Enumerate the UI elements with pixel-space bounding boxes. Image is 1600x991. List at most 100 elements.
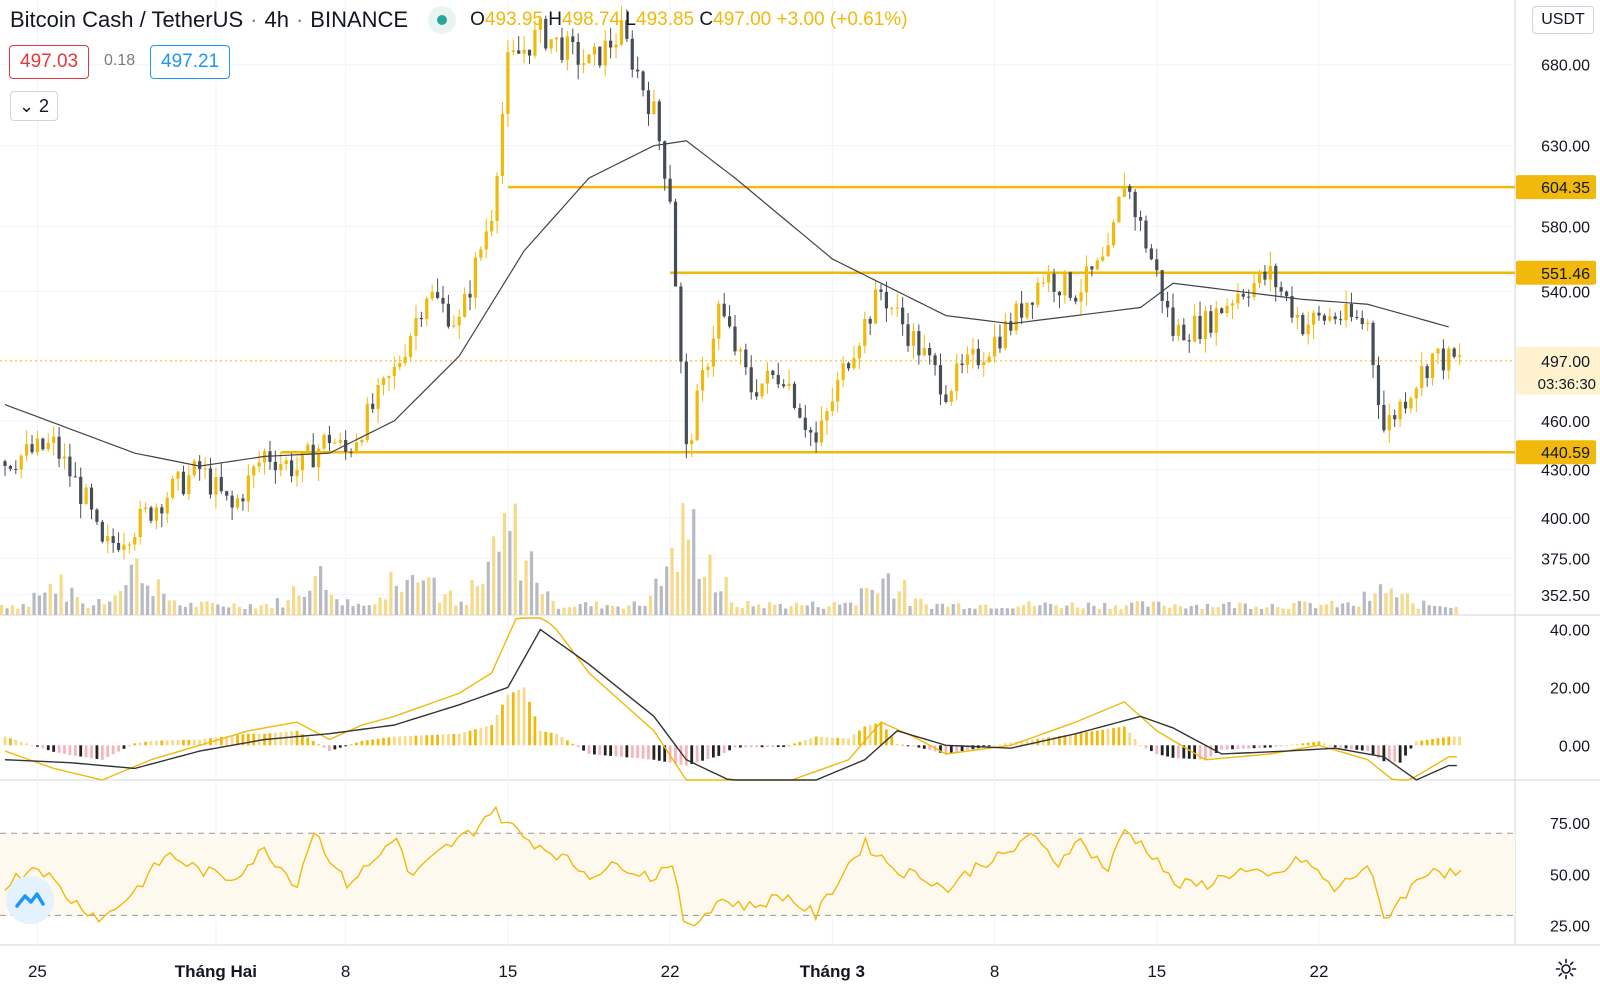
macd-histogram-bar [1447, 736, 1451, 746]
macd-histogram-bar [79, 745, 83, 757]
candle-body [1414, 388, 1418, 399]
candle-body [538, 18, 542, 30]
volume-bar [730, 602, 734, 615]
macd-histogram-bar [944, 745, 948, 754]
macd-histogram-bar [117, 745, 120, 752]
candle-body [430, 292, 434, 299]
volume-bar [973, 608, 977, 615]
candle-body [219, 477, 223, 492]
settings-gear-icon[interactable] [1555, 958, 1577, 980]
macd-histogram-bar [1025, 740, 1029, 746]
volume-bar [1081, 608, 1085, 615]
macd-histogram-bar [1231, 745, 1234, 750]
buy-price-button[interactable]: 497.21 [150, 45, 231, 79]
volume-bar [919, 598, 923, 615]
macd-histogram-bar [701, 745, 704, 761]
volume-bar [254, 608, 258, 615]
interval-label[interactable]: 4h [264, 7, 289, 32]
macd-histogram-bar [587, 745, 591, 754]
volume-bar [1086, 602, 1091, 615]
volume-bar [778, 603, 782, 615]
macd-histogram-bar [814, 736, 818, 746]
volume-bar [1362, 591, 1366, 615]
macd-histogram-bar [538, 730, 542, 746]
volume-bar [605, 605, 609, 615]
candle-body [879, 289, 883, 292]
volume-bar [713, 592, 717, 615]
macd-histogram-bar [641, 745, 645, 759]
volume-bar [70, 587, 74, 615]
candle-body [403, 356, 407, 364]
symbol-title[interactable]: Bitcoin Cash / TetherUS [10, 7, 244, 32]
candle-body [933, 355, 937, 366]
macd-histogram-bar [609, 745, 613, 756]
candle-body [1306, 324, 1310, 335]
candle-body [127, 544, 131, 546]
volume-bar [421, 580, 425, 615]
candle-body [381, 378, 386, 385]
macd-histogram-bar [403, 736, 407, 746]
macd-histogram-bar [160, 740, 164, 746]
volume-bar [286, 600, 290, 615]
volume-bar [432, 577, 436, 615]
candle-body [1019, 303, 1024, 318]
volume-bar [16, 608, 20, 615]
candle-body [1425, 366, 1429, 378]
candle-body [663, 141, 667, 179]
currency-unit-button[interactable]: USDT [1532, 6, 1594, 34]
volume-bar [1357, 606, 1361, 615]
macd-histogram-bar [1074, 733, 1078, 746]
volume-bar [886, 573, 890, 615]
macd-histogram-bar [225, 736, 229, 746]
volume-bar [1113, 605, 1118, 615]
candle-body [782, 384, 786, 387]
x-tick-label: 15 [498, 962, 517, 981]
candle-body [414, 317, 418, 337]
volume-bar [903, 579, 907, 615]
candle-body [1117, 196, 1121, 223]
price-tick-label: 680.00 [1541, 58, 1590, 75]
candle-body [35, 438, 40, 453]
volume-bar [876, 593, 880, 615]
volume-bar [962, 609, 966, 615]
candle-body [603, 40, 607, 66]
volume-bar [870, 589, 874, 615]
price-axis[interactable]: 680.00 630.00 580.00 540.00 460.00 430.00 400.… [1541, 58, 1590, 936]
macd-histogram-bar [782, 745, 786, 748]
volume-bar [367, 605, 371, 615]
macd-histogram-bar [922, 745, 926, 749]
volume-bar [400, 591, 404, 615]
macd-histogram-bar [674, 745, 677, 764]
macd-histogram-bar [1068, 734, 1072, 746]
candle-body [544, 18, 548, 49]
candle-body [1079, 292, 1083, 302]
macd-histogram-bar [1441, 737, 1445, 746]
volume-bar [611, 605, 615, 615]
macd-histogram-bar [127, 745, 131, 747]
macd-histogram-bar [463, 732, 467, 746]
macd-histogram-bar [711, 745, 715, 758]
indicators-collapse-button[interactable]: ⌄ 2 [10, 91, 58, 121]
candle-body [1198, 315, 1202, 339]
volume-bar [1422, 600, 1426, 615]
macd-histogram-bar [879, 722, 883, 746]
volume-bar [346, 599, 350, 615]
tradingview-logo-icon[interactable] [6, 876, 54, 924]
macd-tick-label: 40.00 [1550, 623, 1590, 640]
macd-histogram-bar [620, 745, 623, 757]
candle-body [1149, 248, 1153, 260]
candle-body [787, 383, 791, 387]
candle-body [722, 303, 726, 317]
volume-bar [394, 585, 398, 615]
candle-body [1025, 302, 1029, 318]
candle-body [587, 54, 591, 64]
horizontal-levels[interactable]: 604.35 551.46 440.59 497.00 03:36:30 [0, 175, 1600, 465]
candle-body [998, 336, 1002, 349]
candle-body [630, 38, 634, 70]
time-axis[interactable]: 25 Tháng Hai 8 15 22 Tháng 3 8 15 22 [28, 962, 1328, 981]
sell-price-button[interactable]: 497.03 [9, 45, 90, 79]
candle-body [1063, 272, 1067, 296]
volume-bar [86, 607, 90, 615]
volume-bar [162, 593, 166, 615]
